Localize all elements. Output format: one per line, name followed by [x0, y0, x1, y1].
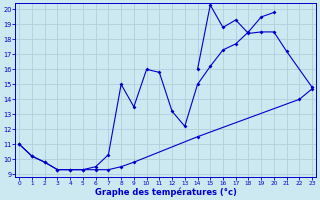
- X-axis label: Graphe des températures (°c): Graphe des températures (°c): [95, 187, 236, 197]
